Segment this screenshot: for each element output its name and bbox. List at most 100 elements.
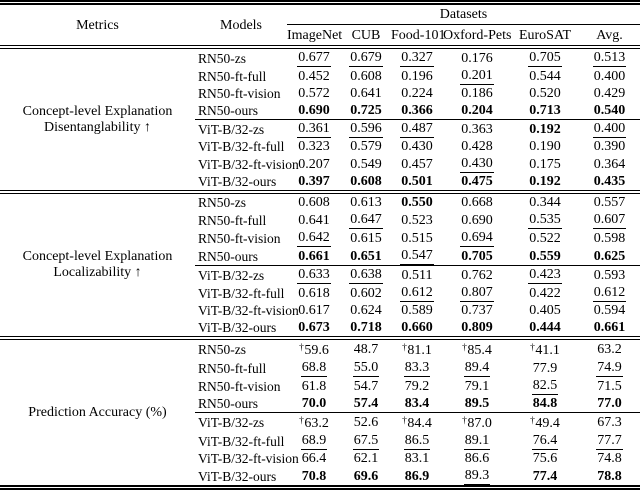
value-text: 0.549 — [350, 156, 382, 172]
value-cell: 0.668 — [443, 192, 511, 211]
value-cell: 0.547 — [391, 247, 443, 266]
value-cell: †87.0 — [443, 412, 511, 432]
value-cell: 0.690 — [287, 102, 341, 120]
value-text: 77.9 — [532, 360, 558, 376]
value-text: 66.4 — [301, 451, 327, 466]
value-text: 0.364 — [593, 156, 626, 172]
value-text: 0.809 — [461, 320, 493, 335]
value-text: 0.679 — [349, 50, 383, 67]
value-cell: 0.390 — [579, 138, 640, 155]
value-cell: 0.718 — [341, 319, 391, 338]
value-text: 0.651 — [350, 248, 382, 264]
dataset-column-header: ImageNet — [287, 27, 343, 43]
value-text: 0.589 — [401, 303, 433, 318]
value-cell: 0.694 — [443, 229, 511, 247]
value-cell: 0.400 — [579, 67, 640, 85]
value-text: 0.559 — [529, 248, 561, 264]
value-text: 70.0 — [301, 396, 327, 411]
value-cell: 0.515 — [391, 229, 443, 247]
value-cell: 0.487 — [391, 119, 443, 138]
value-text: 0.608 — [350, 68, 382, 84]
value-cell: 69.6 — [341, 467, 391, 488]
value-cell: 0.423 — [511, 265, 579, 284]
value-cell: 57.4 — [341, 395, 391, 413]
value-text: 0.602 — [350, 285, 382, 301]
table-row: RN50-ft-vision 0.572 0.641 0.224 0.186 0.520 0… — [0, 85, 640, 102]
dagger-icon: † — [402, 343, 407, 353]
table-row: ViT-B/32-ft-vision 0.617 0.624 0.589 0.737 0.… — [0, 302, 640, 319]
value-cell: 0.344 — [511, 192, 579, 211]
value-text: 0.501 — [401, 174, 433, 189]
table-row: Prediction Accuracy (%) RN50-zs †59.6 48.7 †… — [0, 338, 640, 420]
value-cell: 0.615 — [341, 229, 391, 247]
table-row: RN50-ours 0.690 0.725 0.366 0.204 0.713 0.540 — [0, 102, 640, 120]
model-name: RN50-ft-vision — [198, 378, 281, 394]
value-text: 0.598 — [593, 230, 626, 246]
value-text: 86.6 — [464, 451, 490, 466]
value-cell: 83.1 — [391, 450, 443, 467]
value-text: 0.435 — [593, 174, 626, 189]
value-text: 0.661 — [298, 248, 330, 264]
model-name: RN50-ours — [198, 396, 258, 411]
value-cell: †59.6 — [287, 338, 341, 359]
value-cell: 89.1 — [443, 432, 511, 450]
table-row: ViT-B/32-zs 0.361 0.596 0.487 0.363 0.192 0.40… — [0, 119, 640, 138]
value-text: 0.547 — [400, 248, 434, 265]
value-text: 0.668 — [461, 195, 493, 210]
value-cell: 0.186 — [443, 85, 511, 102]
value-cell: 0.540 — [579, 102, 640, 120]
table-row: Concept-level Explanation Disentanglabili… — [0, 47, 640, 135]
value-text: 68.9 — [300, 433, 328, 450]
value-text: 49.4 — [535, 416, 560, 431]
model-name: ViT-B/32-ft-full — [198, 433, 285, 449]
value-cell: 0.809 — [443, 319, 511, 338]
value-text: 0.363 — [461, 121, 493, 137]
value-cell: 89.4 — [443, 359, 511, 377]
value-text: 0.661 — [593, 320, 626, 335]
value-text: 0.520 — [529, 86, 561, 101]
table-row: ViT-B/32-ours 0.397 0.608 0.501 0.475 0.192 0.… — [0, 173, 640, 192]
header-row-groups: Metrics Models Datasets — [0, 2, 640, 33]
value-text: 0.642 — [297, 230, 331, 247]
dataset-column-header: CUB — [351, 27, 381, 43]
model-name: RN50-zs — [198, 342, 246, 357]
value-cell: 0.641 — [287, 211, 341, 229]
value-text: 87.0 — [467, 416, 492, 431]
value-cell: 0.422 — [511, 284, 579, 302]
value-cell: 0.594 — [579, 302, 640, 319]
value-cell: 0.641 — [341, 85, 391, 102]
value-cell: 0.762 — [443, 265, 511, 284]
value-text: 0.323 — [298, 139, 330, 154]
value-cell: 0.661 — [287, 247, 341, 266]
value-cell: 0.196 — [391, 67, 443, 85]
value-text: 77.0 — [597, 396, 622, 411]
value-cell: 0.638 — [341, 265, 391, 284]
value-text: 79.2 — [404, 378, 430, 394]
value-text: 74.8 — [597, 451, 622, 466]
value-cell: 0.651 — [341, 247, 391, 266]
model-name: ViT-B/32-ours — [198, 320, 277, 335]
value-cell: 89.3 — [443, 467, 511, 488]
value-text: 0.713 — [529, 103, 561, 118]
value-text: 41.1 — [535, 343, 560, 358]
table-row: ViT-B/32-ours 0.673 0.718 0.660 0.809 0.444 0.… — [0, 319, 640, 338]
value-cell: 75.6 — [511, 450, 579, 467]
value-text: 0.175 — [529, 156, 561, 172]
value-text: 0.690 — [298, 103, 330, 118]
table-row: RN50-ft-full 68.8 55.0 83.3 89.4 77.9 74.9 — [0, 359, 640, 377]
value-text: 76.4 — [531, 433, 559, 450]
value-text: 0.624 — [350, 303, 382, 318]
value-text: 0.807 — [460, 285, 494, 302]
value-cell: 0.679 — [341, 47, 391, 67]
value-text: 0.594 — [593, 303, 626, 318]
model-name: RN50-ft-full — [198, 68, 267, 84]
value-cell: 0.550 — [391, 192, 443, 211]
table-row: ViT-B/32-ft-full 0.323 0.579 0.430 0.428 0.19… — [0, 138, 640, 155]
value-text: 74.9 — [596, 360, 623, 377]
metric-label-line: Concept-level Explanation — [22, 249, 173, 264]
dataset-column-header: Avg. — [596, 27, 623, 43]
value-text: 84.4 — [407, 416, 432, 431]
value-cell: 0.737 — [443, 302, 511, 319]
value-text: 0.694 — [460, 230, 494, 247]
value-text: 0.207 — [298, 156, 330, 172]
